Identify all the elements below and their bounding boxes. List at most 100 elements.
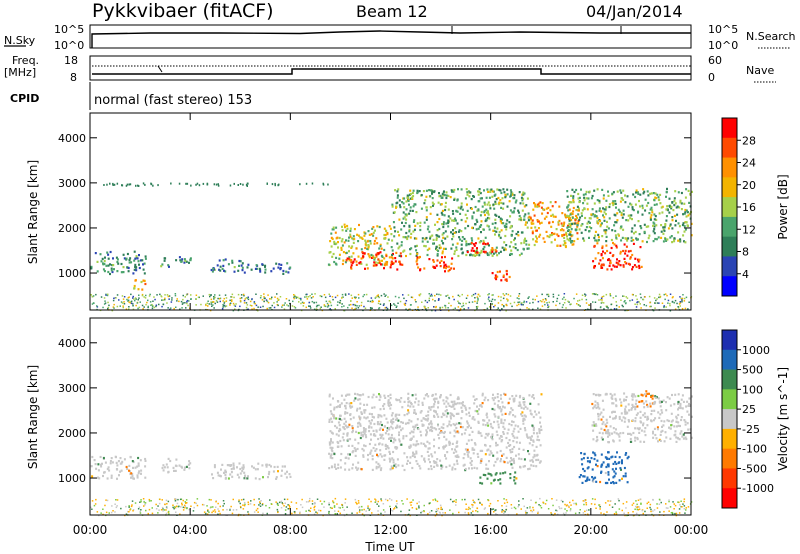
power-cell [245,302,248,304]
power-cell [441,256,443,259]
power-cell [461,251,464,254]
velocity-cell [603,428,606,432]
power-cell [358,262,361,265]
power-cell [414,224,417,227]
power-cell [381,259,383,262]
power-cell [405,218,408,221]
velocity-cell [646,507,648,509]
velocity-cell [485,412,488,415]
power-cell [457,230,460,233]
power-cell [330,245,333,248]
power-cell [581,294,584,296]
velocity-cell [491,433,494,436]
power-cell [338,301,341,304]
velocity-cell [176,502,179,505]
power-cell [452,212,455,215]
velocity-cell [591,402,594,406]
velocity-cell [591,476,594,479]
velocity-cell [599,480,602,484]
velocity-cell [496,404,499,407]
power-cell [532,208,535,211]
velocity-cell [538,504,540,506]
power-cell [512,246,515,249]
power-cell [379,303,382,305]
velocity-cell [449,509,451,511]
velocity-cell [468,467,470,470]
velocity-cell [413,411,416,414]
power-cell [138,297,140,299]
power-cell [659,295,662,298]
power-cell [164,297,166,300]
velocity-cell [496,393,499,396]
power-cell [658,296,660,299]
power-cell [403,303,406,305]
power-cell [136,302,139,304]
velocity-cell [612,410,615,413]
velocity-cell [362,393,365,396]
velocity-cell [615,405,618,408]
power-cell [323,294,326,296]
power-cell [575,188,578,192]
power-cell [219,265,222,268]
velocity-cell [501,505,503,507]
power-cell [239,260,242,263]
power-cell [498,188,501,192]
power-cell [383,233,386,237]
power-cell [433,306,435,308]
power-cell [499,199,502,202]
velocity-cell [660,419,663,423]
velocity-cell [463,432,466,435]
velocity-cell [374,443,377,446]
velocity-cell [471,447,474,450]
power-cell [419,228,422,232]
power-cell [471,215,474,218]
power-cell [559,302,561,305]
velocity-cell [230,464,233,467]
power-cell [442,232,445,235]
velocity-cell [556,510,558,512]
velocity-cell [612,482,615,485]
power-cell [175,306,177,308]
power-cell [471,247,474,250]
velocity-cell [363,432,366,435]
power-cell [458,302,460,304]
power-cell [357,234,360,237]
velocity-cell [581,481,584,484]
power-cell [480,249,483,252]
velocity-cell [239,472,242,475]
power-cell [341,296,343,299]
velocity-cell [481,503,483,506]
velocity-cell [658,498,661,501]
power-cell [621,216,624,219]
power-cell [611,254,614,258]
power-cell [665,219,668,222]
velocity-cell [261,464,264,467]
velocity-cell [253,504,256,506]
power-cell [212,267,215,270]
power-cell [372,226,375,229]
velocity-cell [109,460,112,463]
velocity-cell [597,415,600,418]
power-cell [427,307,429,309]
velocity-cell [111,461,114,464]
power-cell [474,251,477,255]
power-cell [408,203,410,206]
velocity-cell [433,397,436,400]
power-cell [521,302,523,304]
velocity-cell [396,458,399,461]
velocity-cell [455,426,458,430]
velocity-cell [384,443,387,446]
power-cell [494,222,497,225]
power-cell [637,258,639,261]
velocity-cell [295,502,298,504]
power-cell [444,263,447,266]
power-cell [564,244,567,248]
velocity-cell [464,448,467,451]
power-cell [561,298,564,300]
power-cell [638,199,640,203]
velocity-cell [400,421,403,424]
velocity-cell [224,476,227,479]
velocity-cell [658,416,661,419]
velocity-cell [595,440,598,443]
power-cell [271,304,273,307]
